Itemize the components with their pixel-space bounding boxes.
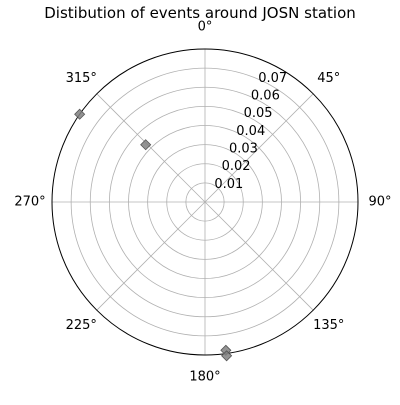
radial-tick-labels: 0.01 0.02 0.03 0.04 0.05 0.06 0.07 xyxy=(214,71,287,192)
angular-tick-label: 180° xyxy=(189,370,220,385)
radial-gridline xyxy=(108,105,302,299)
data-points xyxy=(74,108,233,362)
radial-tick-label: 0.06 xyxy=(251,88,280,103)
chart-title: Distibution of events around JOSN statio… xyxy=(44,4,356,22)
angular-tick-label: 135° xyxy=(313,318,344,333)
angular-tick-label: 45° xyxy=(317,71,340,86)
angular-tick-labels: 0° 45° 90° 135° 180° 225° 270° 315° xyxy=(14,20,391,385)
radial-tick-label: 0.07 xyxy=(258,71,287,86)
grid-layer xyxy=(51,48,359,356)
angular-tick-label: 0° xyxy=(198,20,213,35)
radial-gridline xyxy=(147,144,263,260)
radial-gridline xyxy=(166,163,244,241)
radial-gridline xyxy=(128,125,282,279)
radial-tick-label: 0.01 xyxy=(214,177,243,192)
radial-tick-label: 0.03 xyxy=(229,141,258,156)
angular-tick-label: 270° xyxy=(14,195,45,210)
radial-gridline xyxy=(70,67,340,337)
angular-tick-label: 315° xyxy=(66,71,97,86)
data-point xyxy=(140,139,152,151)
radial-gridline xyxy=(185,182,225,222)
angular-tick-label: 90° xyxy=(368,195,391,210)
radial-tick-label: 0.05 xyxy=(244,106,273,121)
data-point xyxy=(74,108,86,120)
radial-tick-label: 0.02 xyxy=(222,159,251,174)
data-point xyxy=(221,350,233,362)
radial-tick-label: 0.04 xyxy=(236,124,265,139)
radial-gridline xyxy=(89,86,321,318)
polar-spine xyxy=(51,48,359,356)
angular-tick-label: 225° xyxy=(66,318,97,333)
